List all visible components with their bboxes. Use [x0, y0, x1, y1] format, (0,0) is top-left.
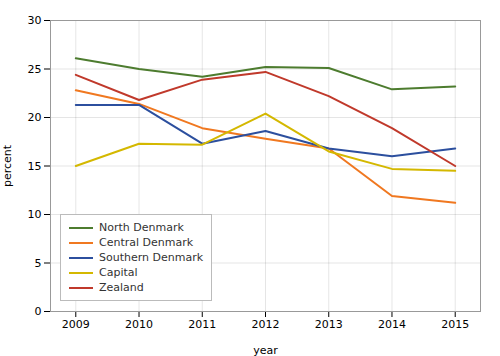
svg-text:30: 30	[28, 14, 42, 27]
svg-text:2012: 2012	[252, 318, 280, 331]
svg-text:2013: 2013	[315, 318, 343, 331]
html-text:Central Denmark: Central Denmark	[99, 236, 194, 249]
svg-text:2010: 2010	[125, 318, 153, 331]
svg-text:25: 25	[28, 63, 42, 76]
html-text:Southern Denmark: Southern Denmark	[99, 251, 204, 264]
svg-text:20: 20	[28, 111, 42, 124]
svg-text:2009: 2009	[62, 318, 90, 331]
svg-text:year: year	[253, 344, 278, 356]
svg-text:2014: 2014	[378, 318, 406, 331]
svg-text:2011: 2011	[188, 318, 216, 331]
svg-text:0: 0	[35, 305, 42, 318]
svg-text:5: 5	[35, 257, 42, 270]
svg-text:percent: percent	[1, 144, 14, 187]
svg-text:10: 10	[28, 208, 42, 221]
svg-text:15: 15	[28, 160, 42, 173]
html-text:Capital: Capital	[99, 266, 138, 279]
svg-text:2015: 2015	[441, 318, 469, 331]
html-text:Zealand: Zealand	[99, 281, 144, 294]
html-text:North Denmark: North Denmark	[99, 221, 184, 234]
